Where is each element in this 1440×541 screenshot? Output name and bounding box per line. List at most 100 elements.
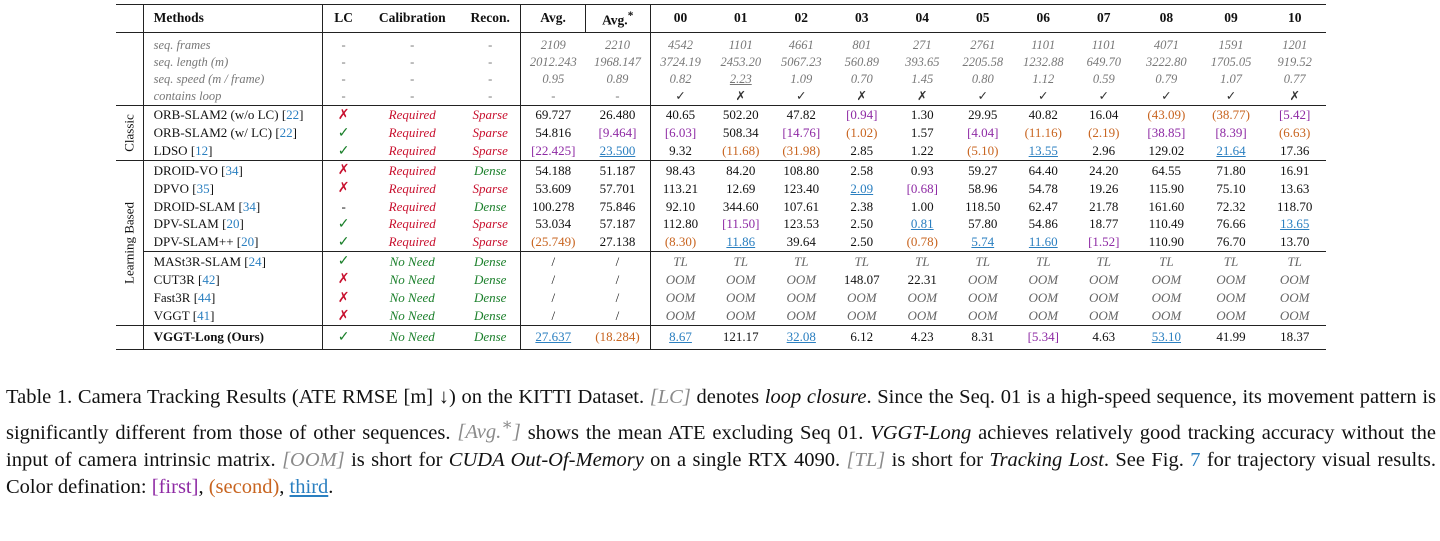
value: 0.93	[910, 162, 934, 178]
value: 53.034	[535, 216, 572, 232]
status-oom: OOM	[967, 290, 998, 306]
citation-link[interactable]: 42	[202, 271, 216, 287]
caption-text: ,	[279, 476, 290, 499]
table-row: Fast3R [44] ✗ No Need Dense / / OOM OOM OOM OOM OO…	[116, 288, 1326, 307]
value-cell: 47.82	[771, 104, 832, 124]
check-icon: ✓	[337, 125, 350, 141]
meta-value: 0.95	[542, 71, 565, 86]
citation-link[interactable]: 34	[225, 162, 239, 178]
value: 2.85	[850, 143, 874, 159]
calibration-cell: Required	[388, 180, 436, 196]
status-oom: OOM	[907, 308, 938, 324]
rank-third: 27.637	[535, 329, 572, 345]
status-oom: OOM	[846, 308, 877, 324]
value: 58.96	[968, 180, 998, 196]
value-cell: 13.70	[1263, 233, 1326, 252]
rank-first: [1.52]	[1088, 234, 1120, 250]
caption-emphasis: loop closure	[764, 386, 867, 408]
recon-cell: Sparse	[460, 214, 522, 233]
value-cell: 16.91	[1263, 160, 1326, 180]
status-tl: TL	[1096, 253, 1112, 269]
value-cell: 75.10	[1199, 179, 1264, 197]
citation-link[interactable]: 12	[195, 143, 209, 159]
value-cell: 12.69	[711, 179, 772, 197]
value-cell: 113.21	[650, 179, 711, 197]
citation-link[interactable]: 35	[196, 180, 210, 196]
value: /	[551, 308, 556, 324]
citation-link[interactable]: 44	[198, 290, 212, 306]
value-cell: 21.78	[1074, 198, 1135, 215]
value: 2.96	[1092, 143, 1116, 159]
value-cell: 4.63	[1073, 324, 1135, 350]
table-row: LDSO [12] ✓ Required Sparse [22.425] 23.500 9.…	[116, 141, 1326, 161]
rank-first: [14.76]	[782, 125, 821, 141]
value-cell: 123.53	[771, 215, 832, 233]
value-cell: 13.55	[1013, 142, 1074, 161]
group-spacer	[116, 53, 144, 71]
value-cell: TL	[771, 251, 832, 271]
value: 39.64	[786, 234, 816, 250]
value: 13.70	[1280, 234, 1310, 250]
value-cell: OOM	[650, 289, 711, 307]
header-05: 05	[952, 4, 1014, 33]
meta-value: 3724.19	[660, 54, 701, 69]
meta-value: 5067.23	[780, 54, 822, 69]
meta-value: ✗	[856, 88, 868, 103]
citation-link[interactable]: 22	[279, 125, 293, 141]
value-cell: OOM	[1134, 307, 1199, 326]
status-tl: TL	[1159, 253, 1174, 269]
value-cell: 118.70	[1263, 198, 1326, 215]
value-cell: 75.846	[585, 197, 651, 215]
lc-cell: ✗	[323, 307, 365, 326]
value-cell: 39.64	[771, 233, 832, 252]
value: 16.04	[1089, 107, 1119, 122]
header-10: 10	[1263, 4, 1326, 33]
value: 57.187	[599, 216, 636, 232]
figure-7-link[interactable]: 7	[1190, 448, 1201, 471]
status-oom: OOM	[786, 290, 817, 306]
value-cell: [4.04]	[953, 124, 1014, 142]
meta-value: 919.52	[1277, 54, 1312, 69]
method-name: DROID-VO	[153, 162, 218, 178]
citation-link[interactable]: 20	[241, 234, 255, 250]
rank-first: [6.03]	[664, 125, 697, 141]
value: 40.65	[665, 107, 696, 122]
value-cell: 41.99	[1198, 324, 1264, 350]
rank-third: 23.500	[599, 143, 636, 159]
value: 4.23	[910, 329, 934, 345]
value: 2.50	[850, 234, 874, 250]
caption-emphasis: Tracking Lost	[989, 448, 1104, 471]
value: 113.21	[662, 180, 699, 196]
cross-icon: ✗	[337, 181, 350, 197]
status-tl: TL	[794, 253, 809, 269]
group-spacer	[116, 32, 144, 54]
value-cell: 16.04	[1073, 104, 1135, 124]
meta-value: ✓	[1098, 88, 1110, 103]
status-tl: TL	[733, 253, 749, 269]
method-cell: VGGT-Long (Ours)	[143, 324, 324, 350]
citation-link[interactable]: 20	[226, 216, 240, 232]
value-cell: 98.43	[650, 160, 711, 180]
meta-value: 1968.147	[585, 53, 651, 71]
value: /	[615, 253, 620, 269]
citation-link[interactable]: 22	[286, 107, 300, 122]
meta-value: 1.12	[1032, 71, 1055, 86]
meta-dash: -	[460, 87, 522, 105]
citation-link[interactable]: 34	[242, 198, 256, 214]
citation-link[interactable]: 24	[248, 253, 262, 269]
value: 129.02	[1148, 143, 1185, 159]
header-02: 02	[771, 4, 832, 33]
citation-link[interactable]: 41	[197, 308, 211, 324]
rank-third: 5.74	[971, 234, 995, 250]
caption-avg-tag-sup: ∗	[501, 415, 513, 435]
status-oom: OOM	[967, 271, 998, 287]
cross-icon: ✗	[337, 308, 350, 324]
recon-cell: Sparse	[460, 104, 522, 124]
rank-second: (43.09)	[1147, 107, 1186, 122]
value-cell: 118.50	[953, 198, 1014, 215]
rank-third: 53.10	[1151, 329, 1181, 345]
table-row: Classic ORB-SLAM2 (w/o LC) [22] ✗ Required S…	[116, 104, 1326, 161]
value-cell: (43.09)	[1134, 104, 1199, 124]
method-name: VGGT	[153, 308, 190, 324]
caption-emphasis: CUDA Out-Of-Memory	[448, 448, 644, 471]
